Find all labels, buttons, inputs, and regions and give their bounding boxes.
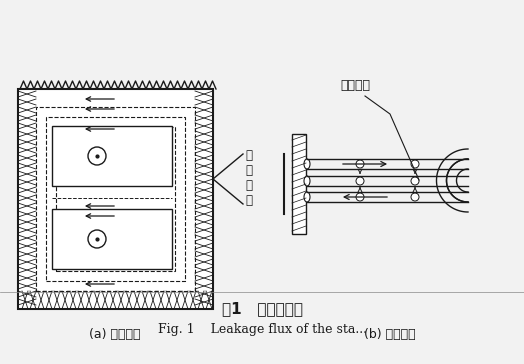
Bar — [292, 134, 306, 234]
Text: 图1   定子漏磁通: 图1 定子漏磁通 — [222, 301, 302, 317]
Bar — [18, 89, 213, 309]
Ellipse shape — [304, 176, 310, 186]
Bar — [36, 107, 195, 291]
Text: 槽
部
漏
磁: 槽 部 漏 磁 — [245, 149, 252, 207]
Text: Fig. 1    Leakage flux of the sta...: Fig. 1 Leakage flux of the sta... — [158, 323, 366, 336]
Circle shape — [356, 177, 364, 185]
Ellipse shape — [304, 159, 310, 169]
Circle shape — [356, 193, 364, 201]
Circle shape — [411, 160, 419, 168]
Bar — [52, 126, 172, 186]
Circle shape — [356, 160, 364, 168]
Text: (b) 端部漏磁: (b) 端部漏磁 — [364, 328, 416, 340]
Circle shape — [88, 147, 106, 165]
Text: (a) 槽部漏磁: (a) 槽部漏磁 — [89, 328, 141, 340]
Bar — [56, 127, 175, 271]
Bar — [52, 209, 172, 269]
Circle shape — [88, 230, 106, 248]
Bar — [46, 117, 185, 281]
Text: 端部漏磁: 端部漏磁 — [340, 79, 370, 92]
Circle shape — [411, 177, 419, 185]
Circle shape — [411, 193, 419, 201]
Ellipse shape — [304, 192, 310, 202]
